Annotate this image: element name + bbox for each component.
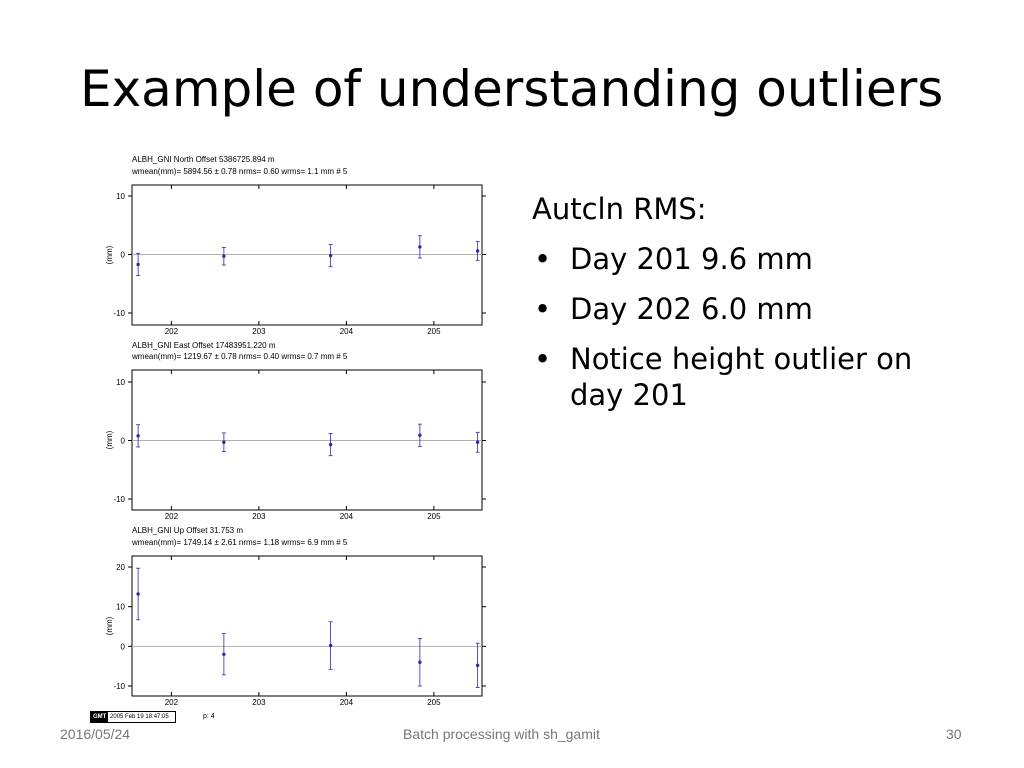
y-tick-label: -10 — [113, 309, 125, 318]
plot-header-line2: wmean(mm)= 1749.14 ± 2.61 nrms= 1.18 wrm… — [131, 538, 348, 547]
plot-frame — [131, 555, 483, 697]
bullet-text: Day 201 9.6 mm — [570, 241, 813, 276]
bullet-dot-icon: • — [534, 341, 552, 376]
bullet-list: Autcln RMS: • Day 201 9.6 mm • Day 202 6.0… — [532, 192, 972, 428]
data-point — [136, 262, 140, 267]
gmt-timestamp: 2005 Feb 19 18:47:05 — [110, 714, 169, 720]
data-point — [136, 434, 140, 438]
data-point — [475, 440, 480, 444]
x-tick-label: 202 — [165, 327, 179, 336]
plot-header-line1: ALBH_GNI Up Offset 31.753 m — [132, 526, 243, 535]
slide-title: Example of understanding outliers — [80, 60, 944, 118]
bullet-text: Day 202 6.0 mm — [570, 291, 813, 326]
data-point — [328, 442, 333, 447]
y-tick-label: 10 — [116, 378, 125, 387]
y-tick-label: 10 — [116, 603, 125, 612]
y-axis-label: (mm) — [105, 245, 114, 264]
data-point — [222, 440, 226, 444]
x-tick-label: 202 — [165, 698, 179, 707]
x-tick-label: 204 — [340, 327, 354, 336]
x-tick-label: 204 — [340, 512, 354, 521]
plot-header-line1: ALBH_GNI East Offset 17483951.220 m — [132, 341, 276, 350]
footer-date: 2016/05/24 — [60, 726, 131, 742]
bullet-item: • Day 202 6.0 mm — [532, 292, 972, 328]
data-point — [136, 592, 140, 596]
y-tick-label: -10 — [113, 682, 125, 691]
footer-center: Batch processing with sh_gamit — [403, 726, 600, 742]
plot-frame — [131, 184, 483, 326]
data-point — [222, 652, 226, 656]
y-tick-label: 0 — [121, 437, 126, 446]
x-tick-label: 203 — [252, 327, 266, 336]
y-tick-label: 20 — [116, 563, 125, 572]
y-axis-label: (mm) — [105, 616, 114, 635]
plot-header-line2: wmean(mm)= 1219.67 ± 0.78 nrms= 0.40 wrm… — [131, 352, 348, 361]
data-point — [475, 249, 480, 253]
footer-page-number: 30 — [946, 726, 962, 742]
bullets-heading: Autcln RMS: — [532, 192, 707, 226]
y-axis-label: (mm) — [105, 430, 114, 449]
data-point — [418, 245, 422, 249]
data-point — [418, 660, 422, 664]
gmt-label: GMT — [91, 712, 109, 722]
data-point — [475, 663, 480, 668]
x-tick-label: 204 — [340, 698, 354, 707]
bullet-item: • Day 201 9.6 mm — [532, 242, 972, 278]
page-code: p: 4 — [203, 713, 215, 720]
bullet-item: • Notice height outlier on day 201 — [532, 342, 972, 414]
plot-header-line1: ALBH_GNI North Offset 5386725.894 m — [132, 155, 275, 164]
x-tick-label: 203 — [252, 512, 266, 521]
y-tick-label: -10 — [113, 495, 125, 504]
x-tick-label: 202 — [165, 512, 179, 521]
bullet-text: Notice height outlier on day 201 — [570, 341, 913, 412]
data-point — [222, 254, 226, 258]
x-tick-label: 203 — [252, 698, 266, 707]
y-tick-label: 0 — [121, 251, 126, 260]
x-tick-label: 205 — [427, 698, 441, 707]
plot-frame — [131, 369, 483, 511]
data-point — [328, 253, 333, 258]
y-tick-label: 10 — [116, 192, 125, 201]
plot-header-line2: wmean(mm)= 5894.56 ± 0.78 nrms= 0.60 wrm… — [131, 167, 348, 176]
x-tick-label: 205 — [427, 327, 441, 336]
y-tick-label: 0 — [121, 642, 126, 651]
data-point — [418, 433, 422, 437]
bullet-dot-icon: • — [534, 291, 552, 326]
bullet-dot-icon: • — [534, 241, 552, 276]
gmt-timestamp-bar: GMT 2005 Feb 19 18:47:05 — [90, 711, 176, 723]
data-point — [328, 643, 333, 648]
x-tick-label: 205 — [427, 512, 441, 521]
